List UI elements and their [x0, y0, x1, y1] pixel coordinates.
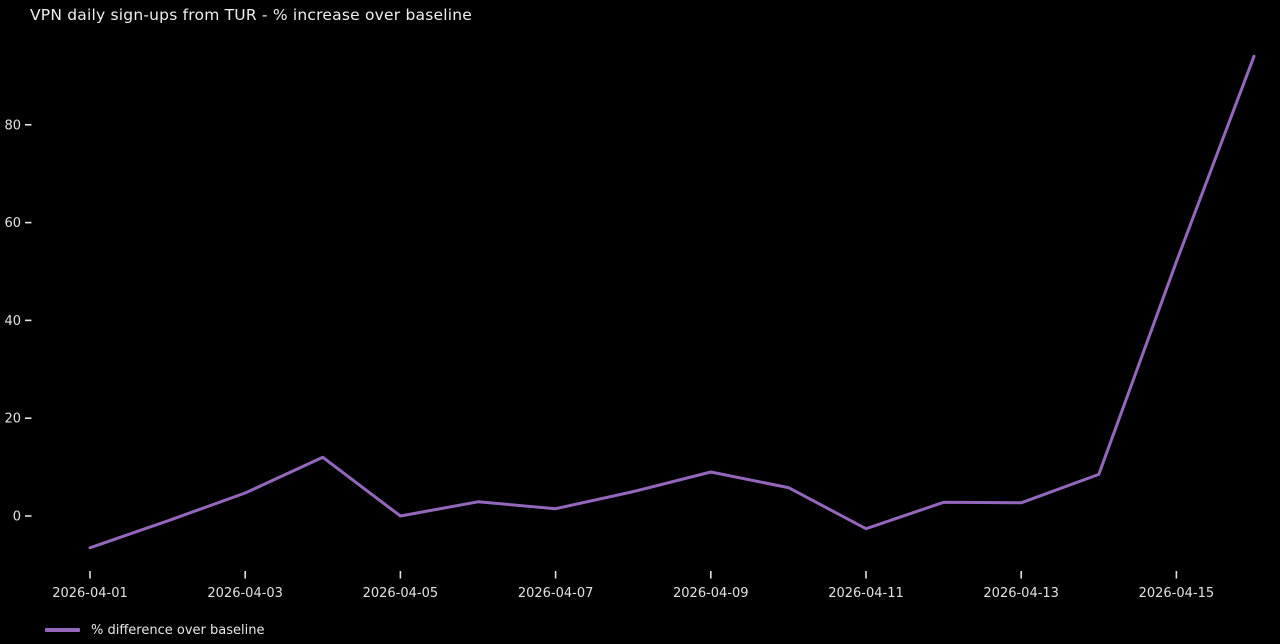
legend-label: % difference over baseline — [91, 622, 265, 638]
y-tick-label: 60 — [4, 216, 21, 231]
x-tick-label: 2026-04-01 — [52, 586, 128, 601]
x-tick-label: 2026-04-03 — [207, 586, 283, 601]
legend-line-swatch — [45, 628, 80, 632]
x-tick-label: 2026-04-11 — [828, 586, 904, 601]
x-tick-label: 2026-04-15 — [1139, 586, 1215, 601]
y-tick-label: 20 — [4, 412, 21, 427]
y-tick-label: 80 — [4, 118, 21, 133]
x-tick-label: 2026-04-05 — [363, 586, 439, 601]
chart-title: VPN daily sign-ups from TUR - % increase… — [30, 6, 472, 24]
x-tick-label: 2026-04-07 — [518, 586, 594, 601]
data-line-pct-difference — [88, 54, 1256, 550]
legend: % difference over baseline — [45, 621, 264, 639]
x-tick-label: 2026-04-13 — [983, 586, 1059, 601]
y-tick-label: 0 — [13, 510, 21, 525]
x-tick-label: 2026-04-09 — [673, 586, 749, 601]
y-tick-label: 40 — [4, 314, 21, 329]
